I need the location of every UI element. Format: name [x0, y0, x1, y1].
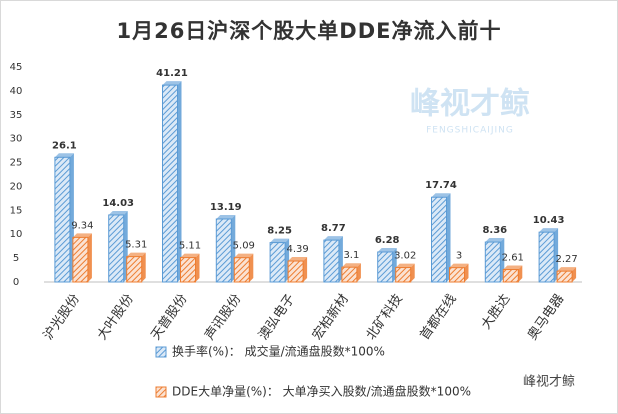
- chart-title: 1月26日沪深个股大单DDE净流入前十: [116, 19, 501, 43]
- value-label: 8.25: [267, 226, 292, 237]
- footer: 峰视才鲸: [523, 375, 575, 390]
- bar: [431, 196, 447, 283]
- bar-top: [539, 228, 559, 233]
- bar: [377, 251, 394, 283]
- value-label: 8.36: [482, 225, 507, 236]
- bar-top: [270, 238, 290, 243]
- bar-top: [449, 263, 469, 268]
- bar-top: [180, 253, 200, 258]
- bar: [502, 269, 519, 283]
- bar-side: [195, 253, 200, 282]
- bar-top: [54, 153, 74, 158]
- bar-top: [485, 238, 505, 243]
- value-label: 17.74: [425, 180, 457, 191]
- value-label: 3.1: [343, 250, 359, 261]
- bar: [556, 270, 573, 283]
- y-tick-label: 20: [10, 181, 23, 192]
- bar-top: [126, 252, 146, 257]
- bar: [54, 156, 71, 283]
- y-tick-label: 40: [10, 86, 23, 97]
- bar: [484, 241, 501, 283]
- bar-top: [431, 193, 451, 198]
- value-label: 10.43: [533, 215, 565, 226]
- value-label: 6.28: [375, 235, 400, 246]
- value-label: 3.02: [394, 251, 416, 262]
- bar-top: [341, 263, 361, 268]
- value-label: 2.61: [502, 253, 524, 264]
- bar-side: [177, 81, 182, 282]
- bar-top: [323, 236, 343, 241]
- bar-side: [464, 263, 469, 282]
- bar-side: [141, 252, 146, 282]
- bar: [449, 267, 465, 283]
- bar: [180, 257, 196, 283]
- bar: [72, 236, 89, 283]
- bar-side: [356, 263, 361, 282]
- bar-side: [446, 193, 451, 282]
- bar-top: [503, 265, 523, 270]
- bar: [538, 231, 555, 283]
- bar: [108, 214, 125, 283]
- value-label: 8.77: [321, 223, 346, 234]
- legend-label: DDE大单净量(%)： 大单净买入股数/流通盘股数*100%: [172, 384, 471, 399]
- bar-side: [410, 263, 415, 282]
- bar: [269, 242, 286, 283]
- value-label: 5.31: [125, 240, 147, 251]
- bar-top: [234, 253, 254, 258]
- legend-swatch: [155, 386, 167, 398]
- bar-side: [249, 253, 254, 282]
- value-label: 14.03: [102, 198, 134, 209]
- bar-side: [303, 257, 308, 282]
- bar-top: [288, 257, 308, 262]
- y-tick-label: 10: [10, 229, 23, 240]
- watermark-sub: FENGSHICAIJING: [426, 126, 514, 136]
- bar-top: [557, 267, 577, 272]
- y-tick-label: 35: [10, 110, 23, 121]
- bar-top: [162, 81, 182, 86]
- value-label: 13.19: [210, 202, 242, 213]
- bar-side: [518, 265, 523, 282]
- bar-side: [554, 228, 559, 282]
- bar: [162, 84, 178, 283]
- bar: [395, 267, 412, 283]
- y-tick-label: 15: [10, 205, 23, 216]
- bar: [215, 218, 232, 283]
- value-label: 26.1: [52, 140, 77, 151]
- bar: [287, 260, 304, 283]
- value-label: 2.27: [555, 254, 577, 265]
- bar-top: [72, 233, 92, 238]
- bar: [323, 239, 340, 283]
- bar: [341, 266, 358, 283]
- bar-top: [216, 214, 236, 219]
- watermark: 峰视才鲸: [410, 87, 530, 122]
- bar: [233, 257, 250, 283]
- bar-side: [572, 267, 577, 282]
- value-label: 5.11: [179, 241, 201, 252]
- bar: [126, 256, 143, 283]
- bar-top: [395, 263, 415, 268]
- y-tick-label: 0: [13, 277, 19, 288]
- bar-side: [87, 233, 92, 282]
- legend-label: 换手率(%)： 成交量/流通盘股数*100%: [172, 344, 385, 359]
- value-label: 5.09: [233, 241, 255, 252]
- y-tick-label: 45: [10, 62, 23, 73]
- value-label: 41.21: [156, 68, 188, 79]
- y-tick-label: 30: [10, 134, 23, 145]
- bar-top: [108, 210, 128, 215]
- legend-swatch: [155, 346, 167, 358]
- value-label: 3: [456, 251, 462, 262]
- value-label: 9.34: [71, 220, 93, 231]
- bar-top: [377, 247, 397, 252]
- y-tick-label: 25: [10, 158, 23, 169]
- value-label: 4.39: [286, 244, 308, 255]
- y-tick-label: 5: [13, 253, 19, 264]
